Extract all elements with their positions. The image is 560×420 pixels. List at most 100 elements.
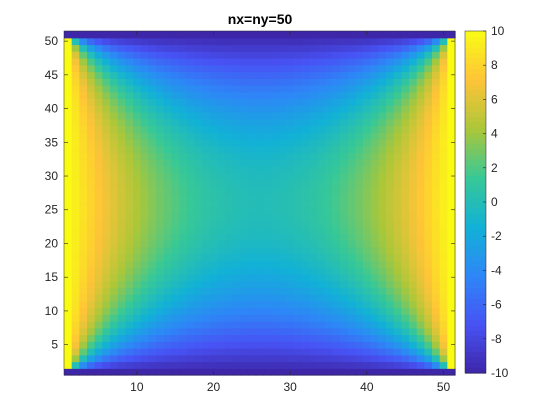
heatmap-cell xyxy=(378,219,387,228)
heatmap-cell xyxy=(286,57,295,66)
heatmap-cell xyxy=(340,260,349,268)
heatmap-cell xyxy=(370,361,379,369)
heatmap-cell xyxy=(378,138,387,147)
heatmap-cell xyxy=(240,267,249,275)
heatmap-cell xyxy=(140,84,149,93)
heatmap-cell xyxy=(179,192,188,201)
heatmap-cell xyxy=(179,78,188,86)
heatmap-cell xyxy=(255,354,264,363)
heatmap-cell xyxy=(209,84,218,93)
heatmap-cell xyxy=(102,240,111,248)
heatmap-cell xyxy=(156,44,165,52)
heatmap-cell xyxy=(79,192,88,201)
heatmap-cell xyxy=(324,280,333,288)
heatmap-cell xyxy=(347,354,356,363)
heatmap-cell xyxy=(401,314,410,322)
heatmap-cell xyxy=(94,206,103,214)
heatmap-cell xyxy=(409,118,418,127)
heatmap-cell xyxy=(432,267,441,275)
heatmap-cell xyxy=(263,44,272,52)
heatmap-cell xyxy=(171,105,180,113)
heatmap-cell xyxy=(271,186,280,194)
heatmap-cell xyxy=(278,294,287,302)
heatmap-cell xyxy=(163,361,172,369)
heatmap-cell xyxy=(347,361,356,369)
heatmap-cell xyxy=(102,300,111,309)
heatmap-cell xyxy=(133,145,142,154)
heatmap-cell xyxy=(255,186,264,194)
heatmap-cell xyxy=(133,179,142,187)
heatmap-cell xyxy=(340,233,349,241)
heatmap-cell xyxy=(140,219,149,228)
heatmap-cell xyxy=(156,307,165,315)
heatmap-cell xyxy=(347,206,356,214)
heatmap-cell xyxy=(171,334,180,342)
heatmap-cell xyxy=(363,206,372,214)
heatmap-cell xyxy=(186,159,195,167)
heatmap-cell xyxy=(194,294,203,302)
heatmap-cell xyxy=(424,361,433,369)
heatmap-cell xyxy=(171,368,180,376)
heatmap-cell xyxy=(278,240,287,248)
heatmap-cell xyxy=(416,334,425,342)
heatmap-cell xyxy=(110,71,119,79)
heatmap-cell xyxy=(378,105,387,113)
heatmap-cell xyxy=(148,57,157,66)
heatmap-cell xyxy=(110,78,119,86)
heatmap-cell xyxy=(294,111,303,120)
heatmap-cell xyxy=(393,341,402,349)
heatmap-cell xyxy=(102,213,111,221)
heatmap-cell xyxy=(301,172,310,180)
heatmap-cell xyxy=(217,260,226,268)
heatmap-cell xyxy=(294,105,303,113)
heatmap-cell xyxy=(286,138,295,147)
heatmap-cell xyxy=(432,287,441,295)
heatmap-cell xyxy=(317,44,326,52)
heatmap-cell xyxy=(263,37,272,46)
heatmap-cell xyxy=(386,348,395,356)
heatmap-cell xyxy=(301,213,310,221)
heatmap-cell xyxy=(370,125,379,133)
heatmap-cell xyxy=(217,186,226,194)
heatmap-cell xyxy=(370,314,379,322)
heatmap-cell xyxy=(71,213,80,221)
heatmap-cell xyxy=(217,44,226,52)
heatmap-cell xyxy=(386,84,395,93)
heatmap-cell xyxy=(79,267,88,275)
heatmap-cell xyxy=(386,165,395,174)
heatmap-cell xyxy=(186,341,195,349)
heatmap-cell xyxy=(355,44,364,52)
heatmap-cell xyxy=(217,287,226,295)
heatmap-cell xyxy=(332,111,341,120)
heatmap-cell xyxy=(317,78,326,86)
heatmap-cells xyxy=(64,31,456,376)
heatmap-cell xyxy=(317,145,326,154)
heatmap-cell xyxy=(79,57,88,66)
heatmap-cell xyxy=(393,165,402,174)
heatmap-cell xyxy=(125,91,134,100)
heatmap-cell xyxy=(64,138,73,147)
heatmap-cell xyxy=(378,267,387,275)
heatmap-cell xyxy=(332,186,341,194)
heatmap-cell xyxy=(240,334,249,342)
heatmap-cell xyxy=(110,334,119,342)
heatmap-cell xyxy=(393,354,402,363)
heatmap-cell xyxy=(355,267,364,275)
heatmap-cell xyxy=(363,186,372,194)
heatmap-cell xyxy=(255,165,264,174)
heatmap-cell xyxy=(317,253,326,261)
heatmap-cell xyxy=(110,165,119,174)
heatmap-cell xyxy=(64,300,73,309)
heatmap-cell xyxy=(378,44,387,52)
heatmap-cell xyxy=(217,31,226,39)
heatmap-cell xyxy=(393,78,402,86)
heatmap-cell xyxy=(79,240,88,248)
heatmap-cell xyxy=(355,206,364,214)
heatmap-cell xyxy=(248,341,257,349)
heatmap-cell xyxy=(79,368,88,376)
heatmap-cell xyxy=(133,91,142,100)
heatmap-cell xyxy=(133,273,142,282)
heatmap-cell xyxy=(179,51,188,59)
heatmap-cell xyxy=(294,186,303,194)
colorbar-swatch xyxy=(465,303,486,310)
